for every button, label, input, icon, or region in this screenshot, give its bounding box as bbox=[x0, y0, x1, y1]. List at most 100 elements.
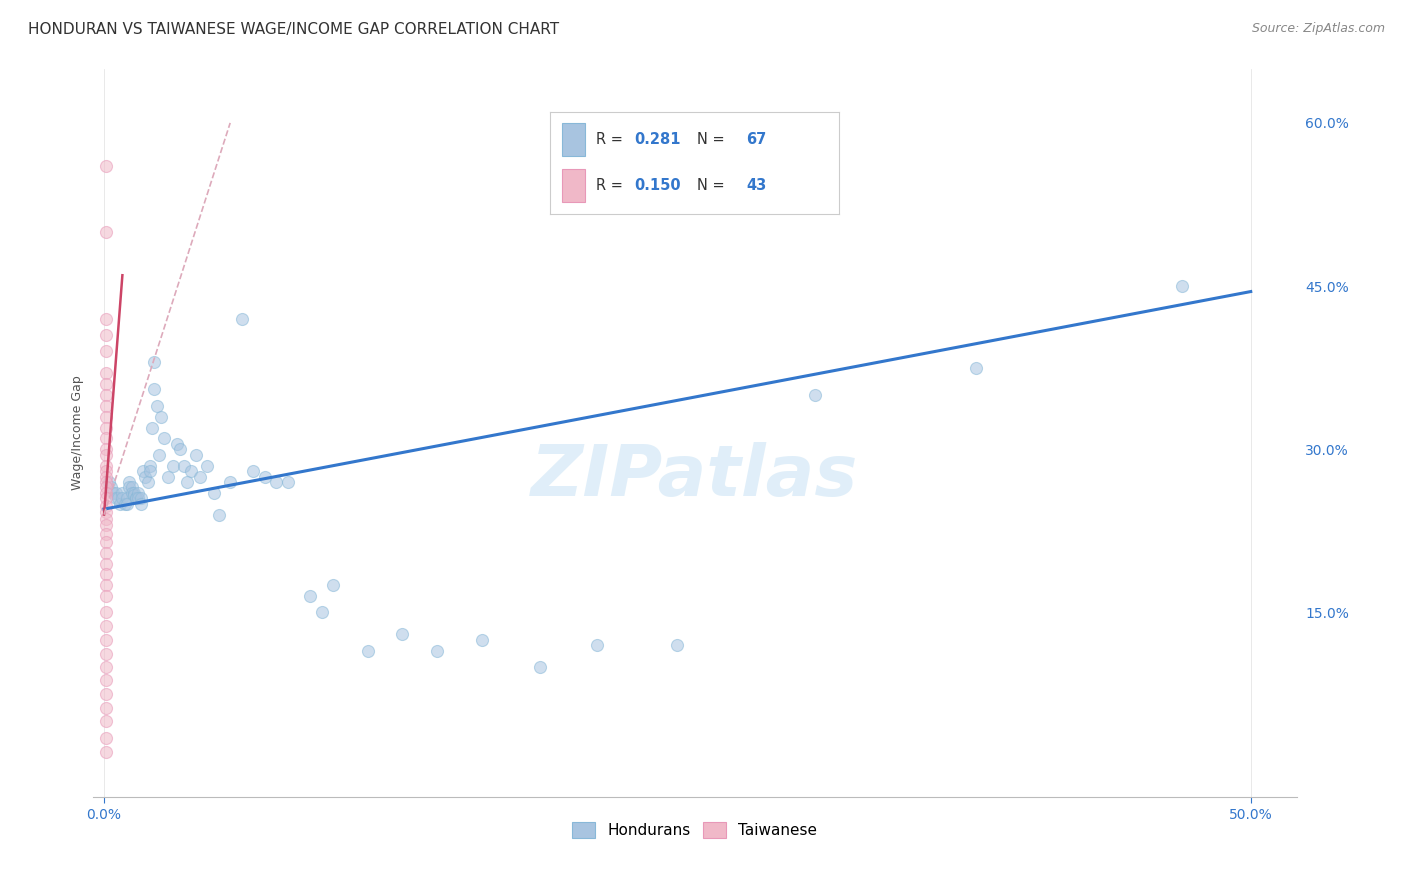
Point bbox=[96, 377, 118, 392]
Point bbox=[96, 632, 118, 647]
Point bbox=[96, 505, 118, 519]
Point bbox=[299, 589, 322, 603]
Point bbox=[111, 491, 134, 506]
Text: HONDURAN VS TAIWANESE WAGE/INCOME GAP CORRELATION CHART: HONDURAN VS TAIWANESE WAGE/INCOME GAP CO… bbox=[28, 22, 560, 37]
Point bbox=[111, 485, 134, 500]
Point bbox=[132, 464, 155, 478]
Point bbox=[96, 673, 118, 687]
Point bbox=[96, 366, 118, 380]
Point bbox=[96, 225, 118, 239]
Point bbox=[264, 475, 287, 489]
Point bbox=[148, 448, 170, 462]
Point bbox=[129, 491, 152, 506]
Point bbox=[136, 475, 159, 489]
Point bbox=[96, 388, 118, 402]
Point bbox=[96, 567, 118, 582]
Text: ZIPatlas: ZIPatlas bbox=[531, 442, 858, 511]
Point bbox=[166, 437, 188, 451]
Point bbox=[96, 469, 118, 483]
Point bbox=[426, 643, 449, 657]
Point bbox=[115, 497, 138, 511]
Y-axis label: Wage/Income Gap: Wage/Income Gap bbox=[72, 376, 84, 491]
Point bbox=[107, 491, 129, 506]
Point bbox=[96, 480, 118, 494]
Point bbox=[666, 638, 689, 652]
Point bbox=[586, 638, 609, 652]
Point bbox=[96, 589, 118, 603]
Point bbox=[122, 485, 145, 500]
Point bbox=[529, 660, 551, 674]
Point bbox=[143, 355, 166, 369]
Point bbox=[150, 409, 173, 424]
Point bbox=[231, 311, 253, 326]
Point bbox=[96, 420, 118, 434]
Text: Source: ZipAtlas.com: Source: ZipAtlas.com bbox=[1251, 22, 1385, 36]
Point bbox=[115, 491, 138, 506]
Point bbox=[127, 485, 149, 500]
Point bbox=[96, 458, 118, 473]
Point bbox=[391, 627, 413, 641]
Point bbox=[96, 485, 118, 500]
Point bbox=[202, 485, 225, 500]
Point bbox=[276, 475, 298, 489]
Point bbox=[322, 578, 344, 592]
Point bbox=[125, 491, 148, 506]
Point bbox=[118, 475, 141, 489]
Point bbox=[804, 388, 827, 402]
Point bbox=[96, 687, 118, 701]
Point bbox=[157, 469, 180, 483]
Point bbox=[127, 491, 149, 506]
Point bbox=[219, 475, 242, 489]
Point bbox=[104, 485, 127, 500]
Point bbox=[96, 527, 118, 541]
Point bbox=[139, 458, 162, 473]
Point bbox=[143, 383, 166, 397]
Point bbox=[96, 491, 118, 506]
Point bbox=[104, 491, 127, 506]
Point bbox=[96, 701, 118, 715]
Point bbox=[152, 432, 174, 446]
Point bbox=[121, 485, 143, 500]
Point bbox=[96, 647, 118, 661]
Point bbox=[96, 399, 118, 413]
Point bbox=[114, 497, 136, 511]
Point bbox=[129, 497, 152, 511]
Point bbox=[121, 480, 143, 494]
Point bbox=[125, 491, 148, 506]
Point bbox=[180, 464, 202, 478]
Point bbox=[242, 464, 264, 478]
Point bbox=[96, 557, 118, 571]
Point bbox=[103, 485, 125, 500]
Point bbox=[96, 448, 118, 462]
Point bbox=[96, 475, 118, 489]
Point bbox=[96, 731, 118, 745]
Point bbox=[139, 464, 162, 478]
Point bbox=[96, 328, 118, 343]
Point bbox=[122, 488, 145, 502]
Point bbox=[97, 475, 120, 489]
Point bbox=[96, 432, 118, 446]
Point bbox=[134, 469, 156, 483]
Point bbox=[96, 578, 118, 592]
Point bbox=[96, 512, 118, 526]
Point bbox=[146, 399, 169, 413]
Point bbox=[357, 643, 380, 657]
Point bbox=[253, 469, 276, 483]
Point bbox=[96, 618, 118, 632]
Point bbox=[96, 409, 118, 424]
Point bbox=[96, 546, 118, 560]
Point bbox=[96, 534, 118, 549]
Point bbox=[471, 632, 494, 647]
Point bbox=[162, 458, 184, 473]
Point bbox=[96, 311, 118, 326]
Point bbox=[96, 606, 118, 620]
Point bbox=[96, 660, 118, 674]
Point bbox=[96, 442, 118, 457]
Point bbox=[118, 480, 141, 494]
Legend: Hondurans, Taiwanese: Hondurans, Taiwanese bbox=[567, 816, 823, 845]
Point bbox=[190, 469, 212, 483]
Point bbox=[108, 497, 131, 511]
Point bbox=[96, 344, 118, 359]
Point bbox=[141, 420, 163, 434]
Point bbox=[96, 499, 118, 513]
